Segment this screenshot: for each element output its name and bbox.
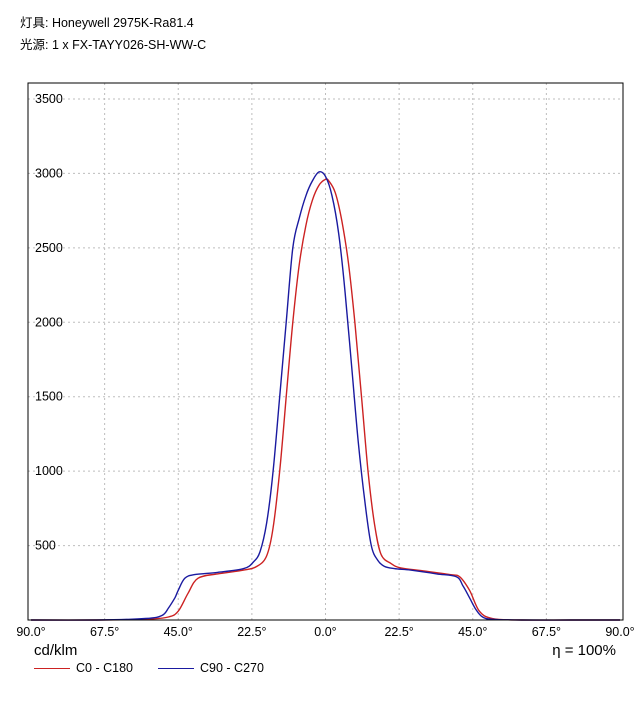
y-tick-label: 1000 xyxy=(35,464,63,478)
x-tick-label: 45.0° xyxy=(164,625,193,639)
grid xyxy=(28,83,623,620)
legend-swatch xyxy=(34,667,70,669)
y-tick-label: 2000 xyxy=(35,315,63,329)
lamp-label: 光源: 1 x FX-TAYY026-SH-WW-C xyxy=(20,38,207,52)
x-tick-label: 90.0° xyxy=(605,625,634,639)
x-tick-label: 90.0° xyxy=(16,625,45,639)
x-tick-labels: 90.0° 67.5° 45.0° 22.5° 0.0° 22.5° 45.0° 67.5° 9… xyxy=(16,625,634,639)
efficiency-symbol: η xyxy=(552,642,561,659)
x-tick-label: 22.5° xyxy=(384,625,413,639)
y-tick-label: 2500 xyxy=(35,241,63,255)
efficiency-label: η = 100% xyxy=(552,642,616,659)
unit-label: cd/klm xyxy=(34,642,78,659)
luminaire-label: 灯具: Honeywell 2975K-Ra81.4 xyxy=(20,16,194,30)
x-tick-label: 0.0° xyxy=(314,625,336,639)
legend-swatch xyxy=(158,667,194,669)
y-tick-label: 1500 xyxy=(35,390,63,404)
legend-label: C0 - C180 xyxy=(76,661,133,675)
x-tick-label: 67.5° xyxy=(90,625,119,639)
x-tick-label: 45.0° xyxy=(458,625,487,639)
plot-frame xyxy=(27,82,624,621)
legend-item-c0-c180: C0 - C180 xyxy=(34,661,133,675)
x-tick-label: 22.5° xyxy=(237,625,266,639)
y-tick-labels: 500 1000 1500 2000 2500 3000 3500 xyxy=(35,92,63,553)
x-tick-label: 67.5° xyxy=(532,625,561,639)
legend-item-c90-c270: C90 - C270 xyxy=(158,661,264,675)
y-tick-label: 500 xyxy=(35,539,56,553)
legend-label: C90 - C270 xyxy=(200,661,264,675)
header: 灯具: Honeywell 2975K-Ra81.4 光源: 1 x FX-TA… xyxy=(20,12,206,56)
series-line-c90-c270 xyxy=(30,171,620,621)
y-tick-label: 3000 xyxy=(35,166,63,180)
y-tick-label: 3500 xyxy=(35,92,63,106)
series-layer xyxy=(30,171,620,621)
efficiency-value: = 100% xyxy=(560,642,616,659)
